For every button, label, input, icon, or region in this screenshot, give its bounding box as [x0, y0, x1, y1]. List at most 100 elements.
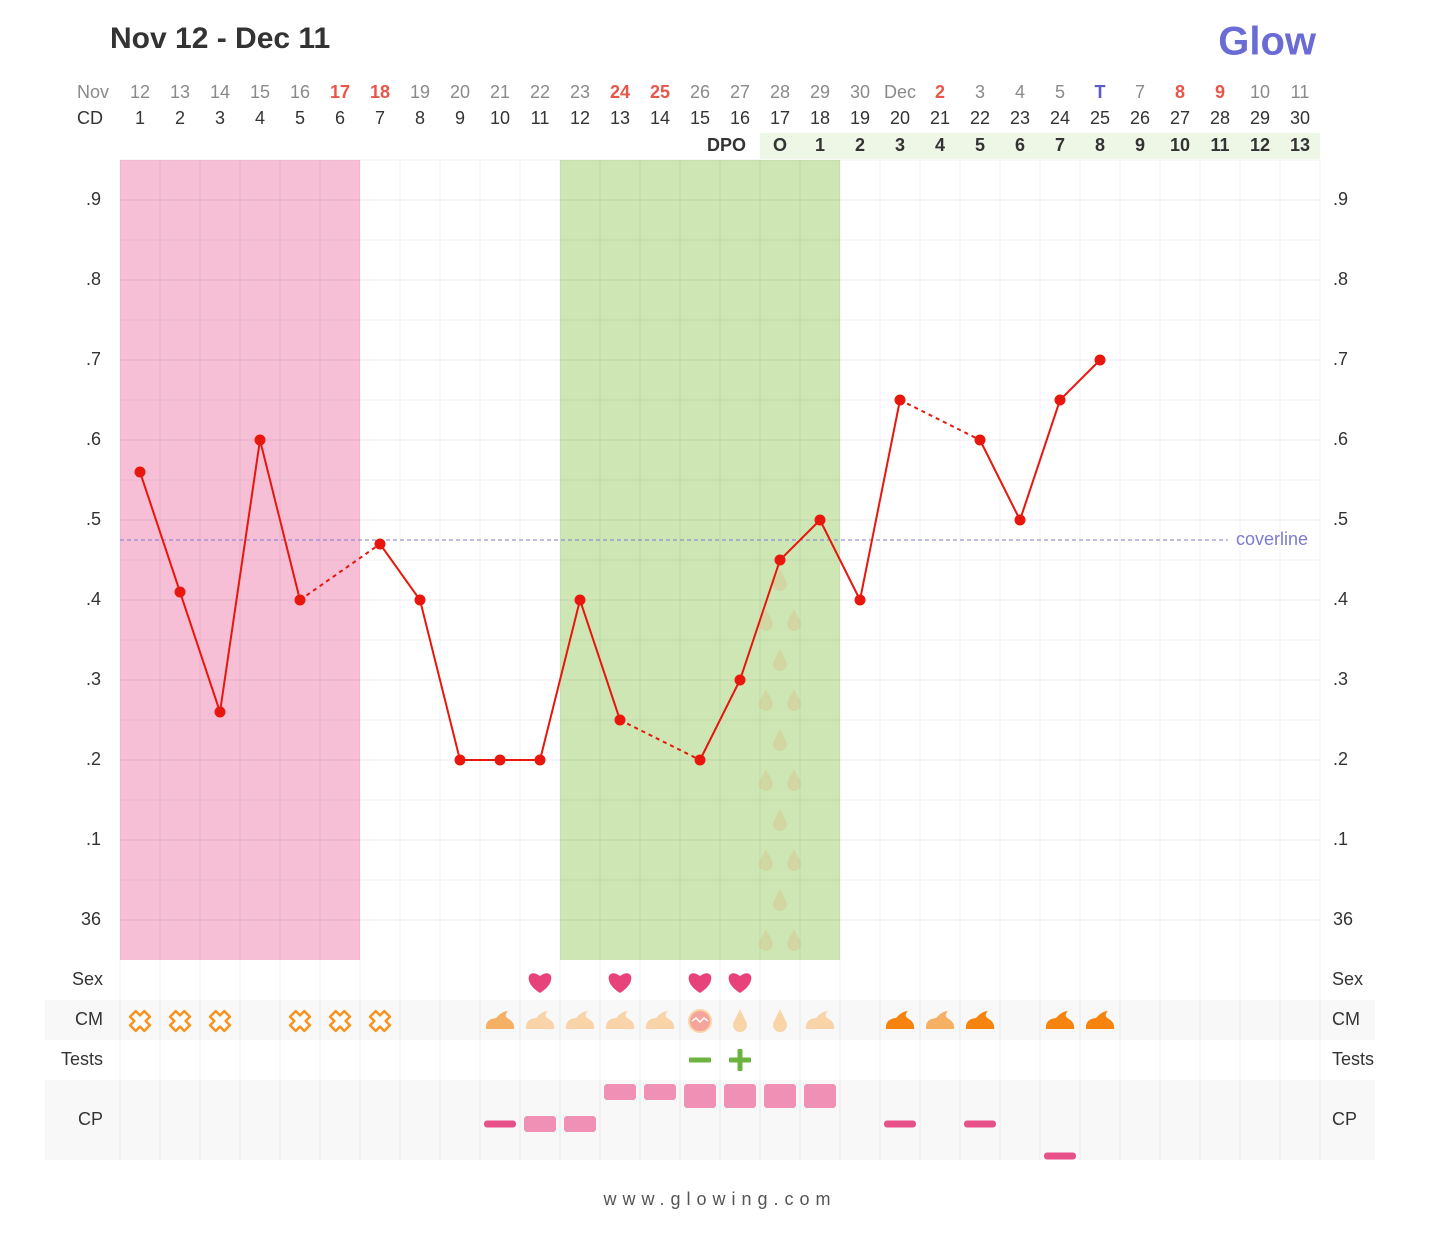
- y-tick-label: .6: [86, 429, 101, 449]
- row-label-right: CP: [1332, 1109, 1357, 1129]
- heart: [728, 973, 752, 993]
- droplet: [787, 689, 801, 711]
- cm-eggwhite-crack: [691, 1017, 709, 1024]
- cm-creamy: [645, 1011, 675, 1029]
- period-band: [120, 160, 360, 960]
- y-tick-label-right: .8: [1333, 269, 1348, 289]
- row-label: Sex: [72, 969, 103, 989]
- cd-value: 20: [890, 108, 910, 128]
- cm-sticky: [485, 1011, 515, 1029]
- date-label: T: [1095, 82, 1106, 102]
- cd-value: 3: [215, 108, 225, 128]
- date-label: 12: [130, 82, 150, 102]
- dpo-label: DPO: [707, 135, 746, 155]
- heart: [608, 973, 632, 993]
- y-tick-label: .8: [86, 269, 101, 289]
- cm-creamy: [605, 1011, 635, 1029]
- cm-heavy: [1085, 1011, 1115, 1029]
- temperature-point: [814, 514, 826, 526]
- cd-value: 8: [415, 108, 425, 128]
- cm-dry: [168, 1009, 192, 1033]
- temperature-point: [574, 594, 586, 606]
- cm-dry: [128, 1009, 152, 1033]
- date-label: 25: [650, 82, 670, 102]
- cd-value: 7: [375, 108, 385, 128]
- cm-creamy: [805, 1011, 835, 1029]
- row-label: Tests: [61, 1049, 103, 1069]
- y-tick-label: .5: [86, 509, 101, 529]
- coverline-label: coverline: [1236, 529, 1308, 549]
- y-tick-label-right: .6: [1333, 429, 1348, 449]
- dpo-value: 8: [1095, 135, 1105, 155]
- interpolated-line: [299, 543, 381, 601]
- cd-value: 6: [335, 108, 345, 128]
- temperature-point: [774, 554, 786, 566]
- dpo-value: 9: [1135, 135, 1145, 155]
- temperature-point: [494, 754, 506, 766]
- temperature-point: [854, 594, 866, 606]
- droplet: [773, 889, 787, 911]
- row-label-right: Tests: [1332, 1049, 1374, 1069]
- date-label: 5: [1055, 82, 1065, 102]
- date-label: 17: [330, 82, 350, 102]
- date-label: 14: [210, 82, 230, 102]
- droplet: [759, 609, 773, 631]
- y-tick-label-right: .5: [1333, 509, 1348, 529]
- dpo-value: 4: [935, 135, 945, 155]
- cd-value: 12: [570, 108, 590, 128]
- temperature-point: [134, 466, 146, 478]
- cd-value: 14: [650, 108, 670, 128]
- y-tick-label: .9: [86, 189, 101, 209]
- cm-creamy: [565, 1011, 595, 1029]
- date-label: 27: [730, 82, 750, 102]
- cd-value: 9: [455, 108, 465, 128]
- date-label: 18: [370, 82, 390, 102]
- temperature-point: [694, 754, 706, 766]
- cd-value: 19: [850, 108, 870, 128]
- test-bar: [689, 1057, 711, 1063]
- y-tick-label: .2: [86, 749, 101, 769]
- date-label: 30: [850, 82, 870, 102]
- date-label: 24: [610, 82, 630, 102]
- date-label: 21: [490, 82, 510, 102]
- dpo-bg: [760, 133, 1320, 159]
- droplet: [773, 569, 787, 591]
- temperature-point: [614, 714, 626, 726]
- date-label: 20: [450, 82, 470, 102]
- date-label: 4: [1015, 82, 1025, 102]
- dpo-value: 1: [815, 135, 825, 155]
- date-label: 26: [690, 82, 710, 102]
- test-bar-vertical: [737, 1049, 743, 1071]
- cd-value: 4: [255, 108, 265, 128]
- temperature-point: [1054, 394, 1066, 406]
- date-label: 3: [975, 82, 985, 102]
- date-label: 19: [410, 82, 430, 102]
- dpo-value: 13: [1290, 135, 1310, 155]
- cd-value: 28: [1210, 108, 1230, 128]
- month-label: Nov: [77, 82, 109, 102]
- footer: www.glowing.com: [602, 1189, 836, 1209]
- row-label-right: CM: [1332, 1009, 1360, 1029]
- date-label: 16: [290, 82, 310, 102]
- cm-dry: [208, 1009, 232, 1033]
- cm-heavy: [965, 1011, 995, 1029]
- cm-heavy: [1045, 1011, 1075, 1029]
- heart: [688, 973, 712, 993]
- cm-dry: [288, 1009, 312, 1033]
- dpo-value: 5: [975, 135, 985, 155]
- y-tick-label: .1: [86, 829, 101, 849]
- temperature-point: [214, 706, 226, 718]
- date-label: 28: [770, 82, 790, 102]
- cp-dash: [1044, 1152, 1076, 1160]
- row-label-right: Sex: [1332, 969, 1363, 989]
- cm-watery: [733, 1009, 747, 1032]
- droplet: [787, 769, 801, 791]
- date-label: Dec: [884, 82, 916, 102]
- droplet: [787, 929, 801, 951]
- cd-value: 2: [175, 108, 185, 128]
- cd-value: 22: [970, 108, 990, 128]
- interpolated-line: [899, 399, 981, 441]
- date-label: 9: [1215, 82, 1225, 102]
- dpo-value: 6: [1015, 135, 1025, 155]
